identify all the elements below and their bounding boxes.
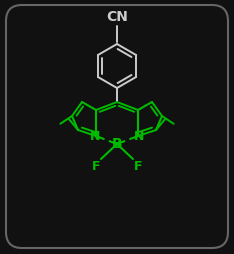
Text: N: N [90,130,100,143]
Text: N: N [134,130,144,143]
Text: CN: CN [106,10,128,24]
Text: B: B [112,136,122,150]
Text: F: F [92,159,100,172]
Text: F: F [134,159,142,172]
